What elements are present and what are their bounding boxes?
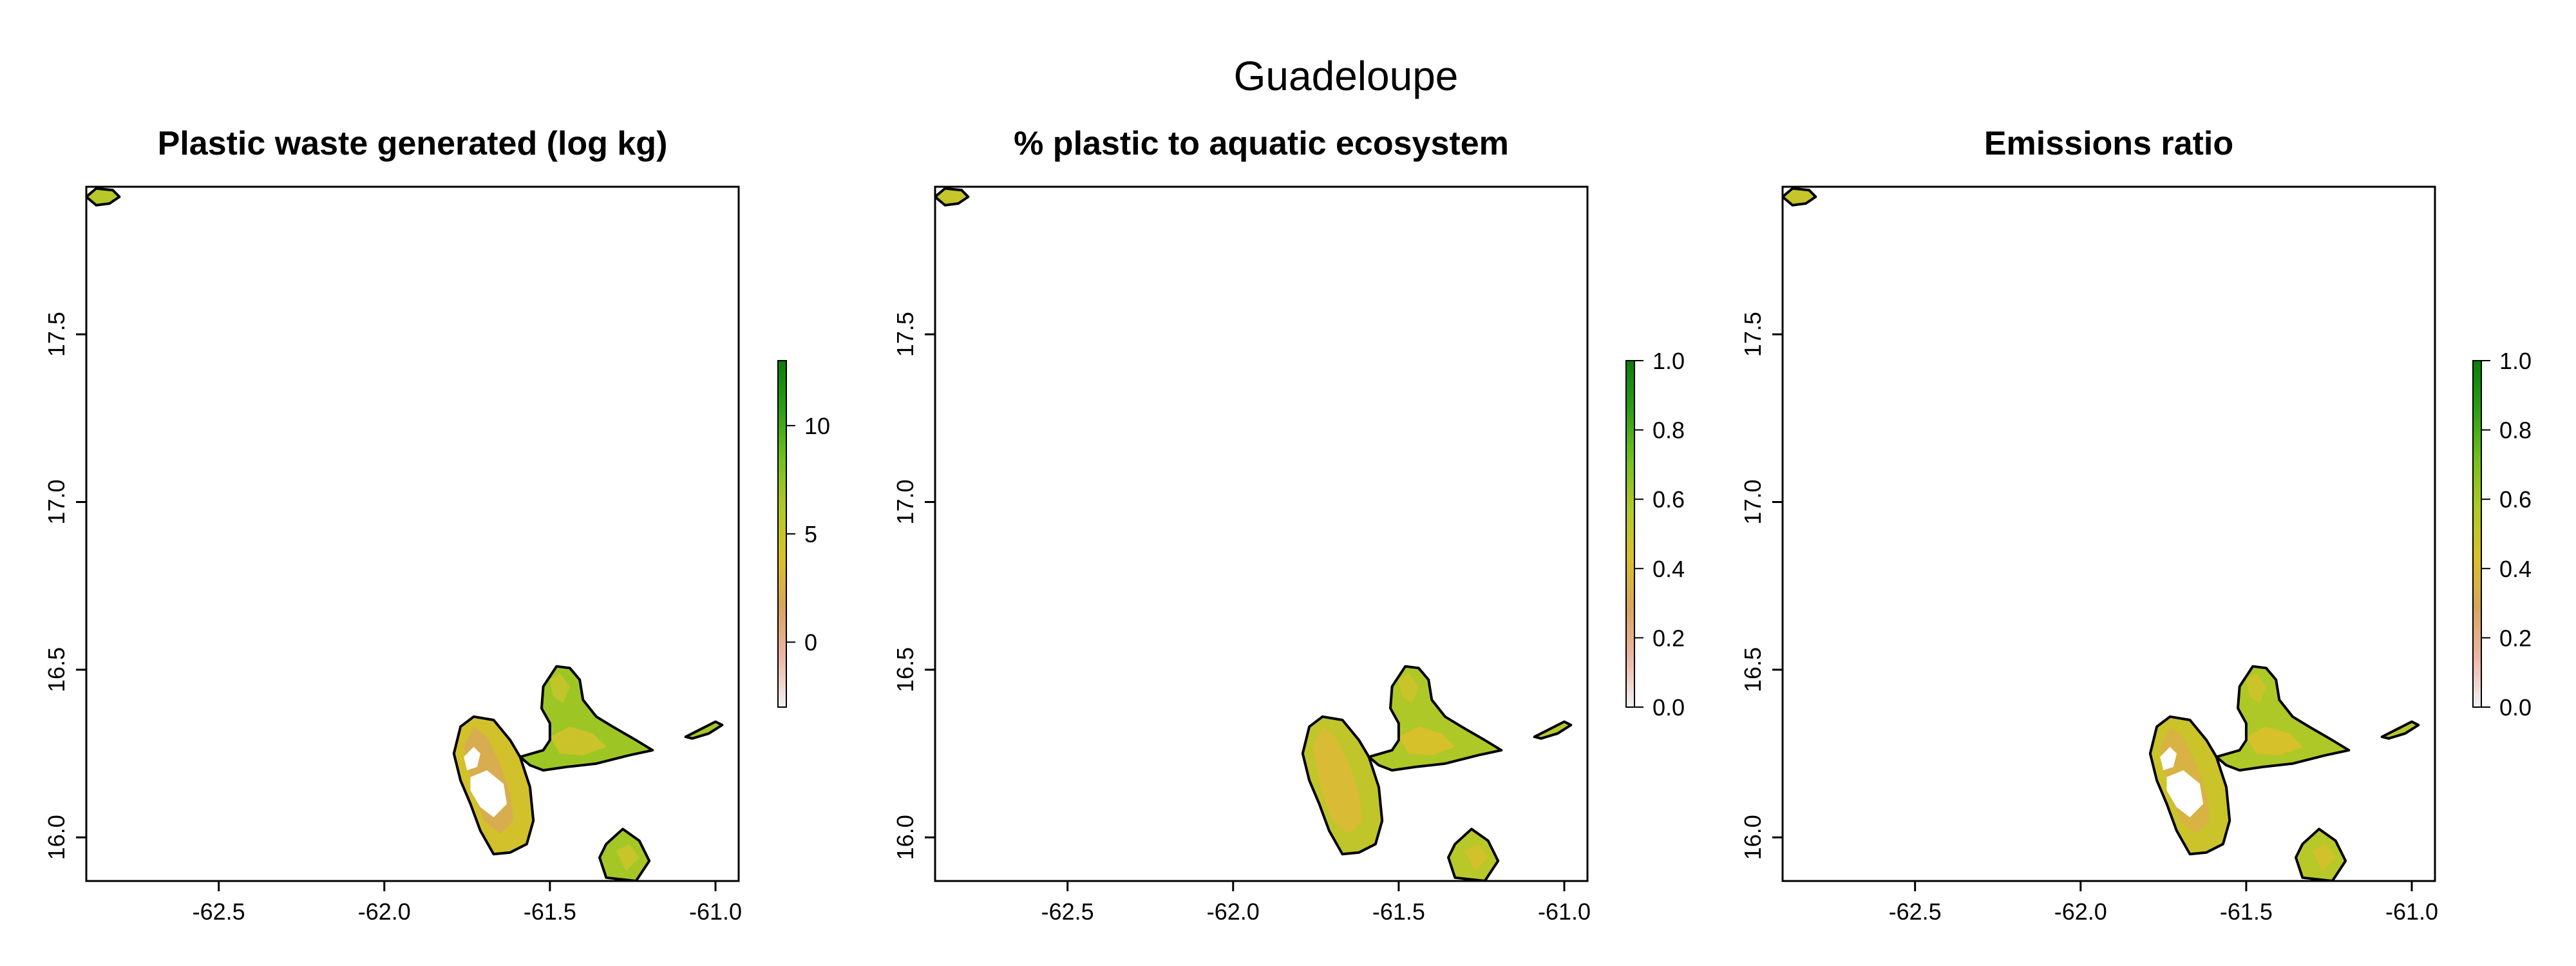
y-tick-label: 17.0 xyxy=(892,479,918,524)
island-la-desirade-outline xyxy=(684,720,724,740)
island-montserrat-outline xyxy=(86,187,121,207)
island-grande-terre-outline xyxy=(2215,665,2351,772)
x-tick-label: -62.0 xyxy=(2054,898,2107,925)
panel-title: Plastic waste generated (log kg) xyxy=(158,125,668,162)
island-marie-galante-outline xyxy=(598,828,651,881)
x-tick-label: -62.0 xyxy=(358,898,411,925)
legend-tick-label: 0.0 xyxy=(2499,694,2532,721)
x-tick-label: -61.5 xyxy=(1372,898,1425,925)
panel-title: % plastic to aquatic ecosystem xyxy=(1014,125,1509,162)
x-tick-label: -62.5 xyxy=(1041,898,1094,925)
island-la-desirade-fill xyxy=(685,721,723,739)
missing-data-patch xyxy=(470,770,507,818)
y-tick-label: 16.0 xyxy=(1739,815,1766,860)
y-tick-label: 16.5 xyxy=(892,647,918,692)
legend-tick-label: 5 xyxy=(804,521,817,547)
marie-galante-interior xyxy=(2312,844,2336,871)
x-tick-label: -62.0 xyxy=(1207,898,1260,925)
missing-data-patch xyxy=(464,746,480,771)
island-la-desirade-fill xyxy=(2382,721,2419,739)
x-tick-label: -61.5 xyxy=(2220,898,2273,925)
island-la-desirade-outline xyxy=(1533,720,1573,740)
map-panel: Plastic waste generated (log kg) -62.5 -62… xyxy=(43,125,830,925)
y-tick-label: 17.5 xyxy=(892,312,918,357)
legend-colorbar xyxy=(777,360,787,708)
figure-title: Guadeloupe xyxy=(1234,53,1459,99)
island-marie-galante-outline xyxy=(1447,828,1500,881)
map-panel: Emissions ratio -62.5 -62.0 -61.5 -61.0 16.0 1… xyxy=(1739,125,2532,925)
plot-frame xyxy=(1781,185,2436,882)
legend-tick-label: 0.6 xyxy=(1653,486,1685,513)
island-grande-terre-outline xyxy=(1367,665,1503,772)
y-tick-label: 17.5 xyxy=(43,312,70,357)
grande-terre-interior xyxy=(2246,726,2303,755)
island-grande-terre-outline xyxy=(518,665,654,772)
grande-terre-north-interior xyxy=(1398,673,1419,703)
legend-tick-label: 1.0 xyxy=(2499,348,2532,374)
legend-tick-label: 1.0 xyxy=(1653,348,1685,374)
grande-terre-north-interior xyxy=(549,673,570,703)
island-montserrat-outline xyxy=(935,187,970,207)
grande-terre-interior xyxy=(549,726,607,755)
marie-galante-interior xyxy=(1464,844,1488,871)
y-tick-label: 16.5 xyxy=(43,647,70,692)
legend-tick-label: 0.2 xyxy=(2499,625,2532,651)
plot-frame xyxy=(934,185,1589,882)
legend-tick-label: 0 xyxy=(804,629,817,656)
island-la-desirade-fill xyxy=(1534,721,1571,739)
marie-galante-interior xyxy=(616,844,639,871)
x-tick-label: -62.5 xyxy=(1889,898,1942,925)
x-tick-label: -61.5 xyxy=(524,898,576,925)
grande-terre-north-interior xyxy=(2246,673,2266,703)
basse-terre-interior xyxy=(1312,726,1363,835)
island-basse-terre-outline xyxy=(1301,715,1384,856)
panel-title: Emissions ratio xyxy=(1984,125,2233,162)
y-tick-label: 17.0 xyxy=(43,479,70,524)
y-tick-label: 17.5 xyxy=(1739,312,1766,357)
island-la-desirade-outline xyxy=(2380,720,2420,740)
legend-tick-label: 0.0 xyxy=(1653,694,1685,721)
legend-tick-label: 10 xyxy=(804,413,830,439)
island-basse-terre-outline xyxy=(2148,715,2231,856)
island-montserrat-outline xyxy=(1783,187,1817,207)
legend-colorbar xyxy=(2472,360,2482,708)
missing-data-patch xyxy=(2160,746,2177,771)
x-tick-label: -61.0 xyxy=(1538,898,1591,925)
x-tick-label: -61.0 xyxy=(2385,898,2438,925)
legend-colorbar xyxy=(1625,360,1635,708)
y-tick-label: 16.0 xyxy=(43,815,70,860)
x-tick-label: -62.5 xyxy=(193,898,245,925)
legend-tick-label: 0.6 xyxy=(2499,486,2532,513)
legend-tick-label: 0.8 xyxy=(1653,417,1685,444)
map-panel: % plastic to aquatic ecosystem -62.5 -62.0… xyxy=(892,125,1685,925)
legend-tick-label: 0.4 xyxy=(1653,556,1685,582)
plot-frame xyxy=(85,185,740,882)
legend-tick-label: 0.8 xyxy=(2499,417,2532,444)
island-basse-terre-outline xyxy=(452,715,535,856)
missing-data-patch xyxy=(2166,770,2204,818)
y-tick-label: 16.0 xyxy=(892,815,918,860)
legend-tick-label: 0.2 xyxy=(1653,625,1685,651)
grande-terre-interior xyxy=(1398,726,1455,755)
x-tick-label: -61.0 xyxy=(689,898,742,925)
legend-tick-label: 0.4 xyxy=(2499,556,2532,582)
island-marie-galante-outline xyxy=(2295,828,2347,881)
y-tick-label: 16.5 xyxy=(1739,647,1766,692)
y-tick-label: 17.0 xyxy=(1739,479,1766,524)
